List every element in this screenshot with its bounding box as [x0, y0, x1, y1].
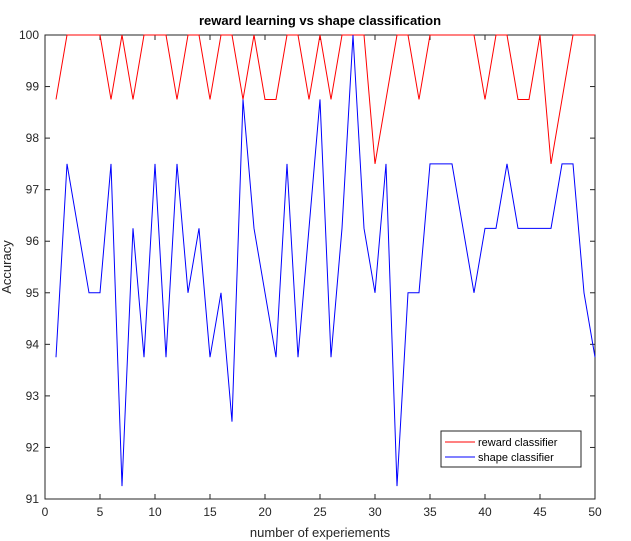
legend: reward classifier shape classifier	[440, 430, 582, 468]
x-tick-label: 50	[588, 505, 602, 519]
x-tick-label: 15	[203, 505, 217, 519]
y-tick-label: 95	[26, 286, 40, 300]
series-line-reward-classifier	[55, 34, 595, 164]
x-tick-label: 30	[368, 505, 382, 519]
y-axis-label: Accuracy	[0, 240, 14, 294]
y-tick-label: 100	[19, 28, 39, 42]
x-tick-label: 10	[148, 505, 162, 519]
legend-box	[440, 430, 582, 468]
x-tick-label: 25	[313, 505, 327, 519]
x-tick-label: 45	[533, 505, 547, 519]
y-tick-label: 91	[26, 492, 40, 506]
y-tick-label: 99	[26, 80, 40, 94]
x-tick-label: 40	[478, 505, 492, 519]
y-tick-label: 92	[26, 440, 40, 454]
y-tick-label: 97	[26, 183, 40, 197]
x-tick-label: 35	[423, 505, 437, 519]
x-axis-label: number of experiements	[250, 525, 391, 540]
y-tick-label: 98	[26, 131, 40, 145]
y-tick-label: 96	[26, 234, 40, 248]
x-tick-label: 5	[97, 505, 104, 519]
series-line-shape-classifier	[55, 34, 596, 487]
legend-label: reward classifier	[478, 437, 558, 449]
x-tick-label: 0	[42, 505, 49, 519]
y-tick-label: 94	[26, 337, 40, 351]
chart-title: reward learning vs shape classification	[199, 13, 441, 28]
series-lines	[55, 34, 596, 487]
legend-label: shape classifier	[478, 452, 554, 464]
y-tick-label: 93	[26, 389, 40, 403]
axis-ticks: 0 5 10 15 20 25 30 35 40 45 50 91 92 93 94 95 96 97 98 99 10…	[19, 28, 602, 519]
x-tick-label: 20	[258, 505, 272, 519]
